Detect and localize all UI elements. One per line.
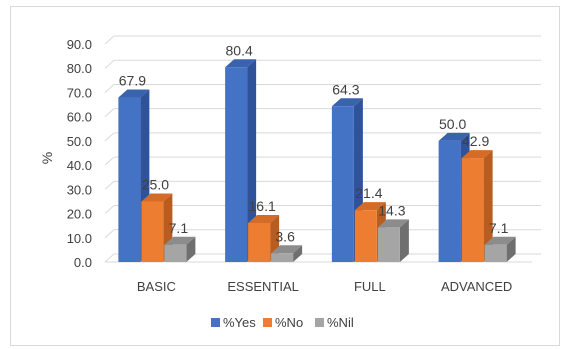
bar-front (141, 201, 164, 262)
legend-swatch (315, 318, 324, 327)
legend-swatch (263, 318, 272, 327)
gridline-depth (104, 180, 115, 190)
gridline-depth (104, 205, 115, 214)
data-labels: 67.9 25.0 7.1 80.4 16.1 3.6 64.3 21.414.3 50.042… (119, 42, 509, 244)
bar-advanced-no (461, 150, 493, 262)
legend-label: %No (275, 315, 303, 330)
gridline-depth (104, 84, 115, 93)
y-tick-label: 50.0 (67, 134, 92, 149)
legend-swatch (211, 318, 220, 327)
x-axis-categories: BASIC ESSENTIAL FULL ADVANCED (137, 279, 512, 294)
bar-front (438, 140, 461, 262)
y-tick-label: 60.0 (67, 110, 92, 125)
bar-full-nil (377, 219, 409, 262)
data-label: 3.6 (275, 228, 295, 244)
y-tick-label: 80.0 (67, 61, 92, 76)
legend-label: %Nil (327, 315, 354, 330)
bar-basic-nil (164, 236, 196, 262)
bar-advanced-nil (484, 236, 516, 262)
y-axis-label: % (39, 152, 55, 164)
bar-top (438, 132, 470, 141)
gridline-depth (104, 253, 115, 263)
bar-essential-yes (225, 59, 257, 263)
data-label: 64.3 (332, 81, 359, 97)
gridline-depth (104, 132, 115, 142)
bar-side (506, 236, 516, 262)
data-label: 50.0 (439, 116, 466, 132)
data-label: 7.1 (169, 220, 189, 236)
bar-front (271, 253, 294, 262)
bar-top (141, 193, 173, 202)
bar-side (399, 219, 409, 262)
bar-top (331, 98, 363, 107)
gridline-depth (104, 156, 115, 166)
bar-front (164, 244, 187, 262)
y-tick-label: 10.0 (67, 231, 92, 246)
bar-front (248, 223, 271, 262)
bars (118, 59, 516, 263)
bar-essential-nil (271, 245, 303, 262)
data-label: 25.0 (142, 176, 169, 192)
y-tick-label: 40.0 (67, 158, 92, 173)
gridline-depth (104, 59, 115, 69)
gridline-depth (104, 35, 115, 45)
bar-side (483, 150, 493, 262)
data-label: 21.4 (355, 185, 382, 201)
data-label: 80.4 (226, 42, 253, 58)
bar-front (331, 106, 354, 262)
gridline-depth (104, 108, 115, 118)
bar-top (484, 236, 516, 245)
y-tick-label: 20.0 (67, 207, 92, 222)
bar-front (225, 67, 248, 263)
y-axis-ticks: 0.0 10.0 20.0 30.0 40.0 50.0 60.0 70.0 80.0 90.0 (67, 37, 92, 270)
bar-front (377, 227, 400, 262)
bar-front (484, 244, 507, 262)
y-tick-label: 90.0 (67, 37, 92, 52)
y-tick-label: 70.0 (67, 85, 92, 100)
data-label: 42.9 (462, 133, 489, 149)
y-tick-label: 0.0 (74, 255, 92, 270)
legend-label: %Yes (223, 315, 256, 330)
bar-side (293, 245, 303, 262)
bar-top (461, 150, 493, 159)
x-category-label: ADVANCED (441, 279, 512, 294)
gridline-depth (104, 229, 115, 239)
bar-basic-no (141, 193, 173, 262)
data-label: 7.1 (489, 220, 509, 236)
bar-front (118, 97, 141, 262)
bar-front (461, 158, 484, 262)
data-label: 14.3 (378, 202, 405, 218)
bar-top (248, 215, 280, 224)
x-category-label: FULL (354, 279, 386, 294)
bar-top (271, 245, 303, 254)
bar-side (186, 236, 196, 262)
legend: %Yes %No %Nil (211, 315, 354, 330)
bar-top (354, 202, 386, 211)
data-label: 67.9 (119, 73, 146, 89)
bar-top (118, 89, 150, 98)
bar-top (377, 219, 409, 228)
data-label: 16.1 (249, 198, 276, 214)
x-category-label: BASIC (137, 279, 176, 294)
y-tick-label: 30.0 (67, 182, 92, 197)
x-category-label: ESSENTIAL (227, 279, 299, 294)
bar-top (225, 59, 257, 68)
bar-side (247, 59, 257, 263)
bar-top (164, 236, 196, 245)
bar-front (354, 210, 377, 262)
